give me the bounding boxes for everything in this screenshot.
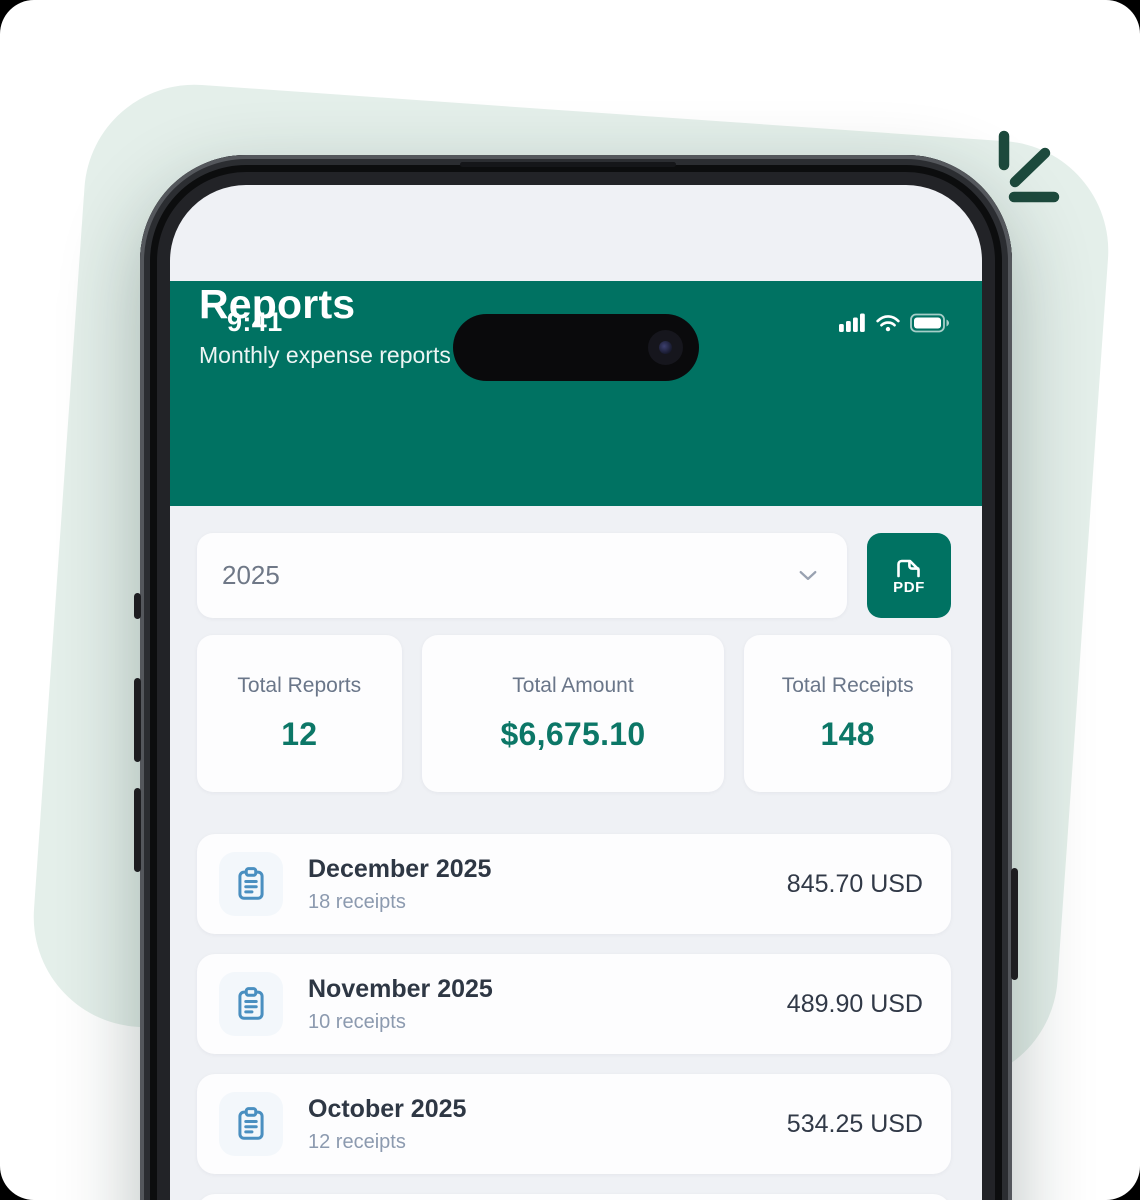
year-select-value: 2025 — [222, 560, 280, 590]
volume-up-button — [134, 678, 141, 762]
mute-switch — [134, 593, 141, 619]
clipboard-icon-box — [219, 972, 283, 1036]
page-subtitle: Monthly expense reports — [199, 342, 451, 368]
stat-label: Total Amount — [512, 674, 634, 697]
cellular-signal-icon — [839, 313, 865, 332]
report-month: October 2025 — [308, 1094, 467, 1123]
stat-label: Total Receipts — [781, 674, 914, 697]
clipboard-icon-box — [219, 1092, 283, 1156]
wifi-icon — [876, 314, 900, 331]
report-receipts: 10 receipts — [308, 1010, 406, 1033]
report-amount: 845.70 USD — [786, 869, 923, 898]
content-area: 2025 PDF — [170, 506, 982, 1200]
year-select[interactable]: 2025 — [197, 533, 847, 618]
status-time: 9:41 — [227, 307, 283, 337]
volume-down-button — [134, 788, 141, 872]
report-month: November 2025 — [308, 974, 493, 1003]
page-title: Reports — [199, 281, 356, 327]
power-button — [1011, 868, 1018, 980]
chevron-down-icon — [799, 571, 817, 580]
corner-arrow-icon — [998, 130, 1060, 203]
clipboard-icon — [238, 1107, 264, 1140]
front-camera — [648, 330, 683, 365]
report-text: October 2025 12 receipts — [308, 1095, 466, 1154]
phone-frame: 9:41 — [134, 155, 1018, 1200]
export-pdf-button[interactable]: PDF — [867, 533, 951, 618]
stat-value: 148 — [820, 716, 875, 752]
report-amount: 534.25 USD — [786, 1109, 923, 1138]
app-header: 9:41 — [170, 281, 982, 506]
stat-value: $6,675.10 — [500, 716, 646, 752]
report-item-november[interactable]: November 2025 10 receipts 489.90 USD — [197, 954, 951, 1054]
report-receipts: 12 receipts — [308, 1130, 406, 1153]
clipboard-icon-box — [219, 852, 283, 916]
dynamic-island — [453, 314, 699, 381]
status-bar: 9:41 — [227, 307, 950, 338]
report-item-december[interactable]: December 2025 18 receipts 845.70 USD — [197, 834, 951, 934]
stat-label: Total Reports — [237, 674, 362, 697]
report-list: December 2025 18 receipts 845.70 USD — [197, 834, 951, 1200]
phone-screen: 9:41 — [170, 185, 982, 1200]
report-text: December 2025 18 receipts — [308, 855, 491, 914]
stat-value: 12 — [281, 716, 318, 752]
stat-card-total-reports: Total Reports 12 — [197, 635, 402, 792]
report-amount: 489.90 USD — [786, 989, 923, 1018]
stat-card-total-amount: Total Amount $6,675.10 — [421, 635, 725, 792]
report-receipts: 18 receipts — [308, 890, 406, 913]
clipboard-icon — [238, 987, 264, 1020]
battery-icon — [910, 313, 949, 332]
report-item-october[interactable]: October 2025 12 receipts 534.25 USD — [197, 1074, 951, 1174]
toolbar: 2025 PDF — [197, 533, 951, 618]
stat-card-total-receipts: Total Receipts 148 — [744, 635, 951, 792]
status-icons — [839, 313, 950, 333]
stats-row: Total Reports 12 Total Amount $6,675.10 … — [197, 635, 951, 792]
report-text: November 2025 10 receipts — [308, 975, 493, 1034]
antenna-groove — [460, 162, 676, 167]
report-item-september[interactable]: September 2025 16 receipts 710.80 USD — [197, 1194, 951, 1200]
clipboard-icon — [238, 867, 264, 900]
pdf-file-icon — [897, 559, 920, 578]
pdf-button-label: PDF — [893, 579, 925, 596]
report-month: December 2025 — [308, 854, 492, 883]
